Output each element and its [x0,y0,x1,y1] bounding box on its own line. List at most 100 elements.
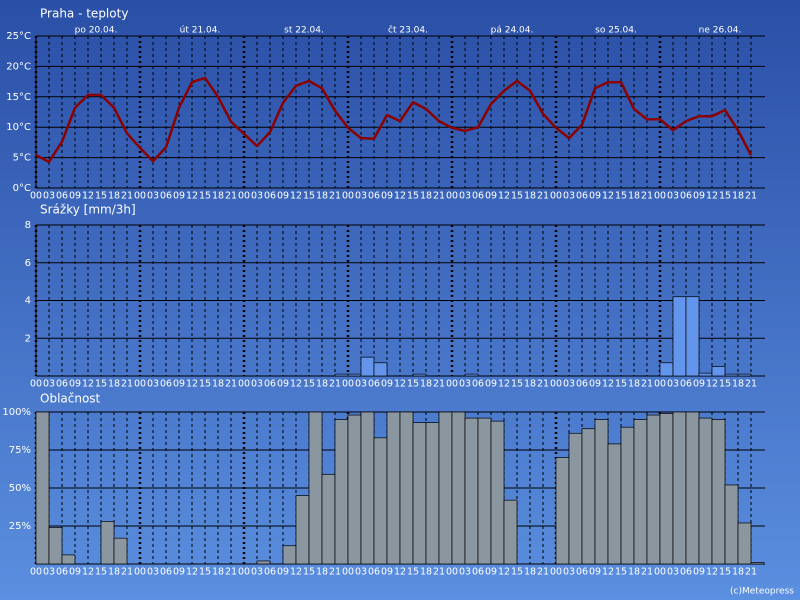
x-tick-label: 03 [147,191,159,202]
x-tick-label: 21 [225,191,237,202]
x-tick-label: 12 [186,567,198,578]
x-tick-label: 09 [277,191,289,202]
bar [737,522,752,565]
x-tick-label: 18 [316,379,328,390]
x-tick-label: 09 [381,379,393,390]
x-tick-label: 06 [472,379,484,390]
x-tick-label: 03 [251,567,263,578]
bar [594,419,609,565]
x-tick-label: 03 [667,379,679,390]
bar [256,560,271,565]
x-tick-label: 09 [277,379,289,390]
x-tick-label: 12 [498,379,510,390]
x-tick-label: 00 [238,191,250,202]
copyright: (c)Meteopress [730,587,794,597]
x-tick-label: 21 [225,379,237,390]
x-tick-label: 06 [56,567,68,578]
panel-title: Srážky [mm/3h] [40,203,136,217]
x-tick-label: 06 [264,379,276,390]
bar [659,362,674,377]
x-tick-label: 06 [56,379,68,390]
x-tick-label: 09 [381,191,393,202]
x-tick-label: 21 [641,379,653,390]
bar [724,373,739,377]
x-tick-label: 09 [485,191,497,202]
y-tick-label: 25% [9,521,31,532]
bar [334,419,349,565]
bar [477,417,492,565]
day-label: po 20.04. [75,26,118,36]
x-tick-label: 18 [732,567,744,578]
x-tick-label: 12 [706,191,718,202]
x-tick-label: 03 [563,567,575,578]
x-tick-label: 00 [446,567,458,578]
x-tick-label: 09 [589,379,601,390]
x-tick-label: 15 [303,567,315,578]
x-tick-label: 03 [667,191,679,202]
x-tick-label: 21 [121,379,133,390]
x-tick-label: 12 [706,379,718,390]
y-tick-label: 100% [2,407,31,418]
x-tick-label: 15 [719,191,731,202]
x-tick-label: 09 [173,191,185,202]
x-tick-label: 18 [524,379,536,390]
x-tick-label: 18 [420,567,432,578]
y-tick-label: 25°C [6,31,31,42]
day-label: út 21.04. [180,26,221,36]
bar [698,417,713,565]
bar [724,484,739,565]
y-tick-label: 4 [25,296,31,307]
x-tick-label: 06 [160,191,172,202]
x-tick-label: 03 [355,379,367,390]
bar [373,437,388,565]
x-tick-label: 21 [433,191,445,202]
x-tick-label: 12 [602,191,614,202]
bar [659,413,674,565]
x-tick-label: 21 [121,567,133,578]
x-tick-label: 06 [56,191,68,202]
x-tick-label: 03 [459,191,471,202]
x-tick-label: 21 [537,379,549,390]
x-tick-label: 09 [69,191,81,202]
x-tick-label: 15 [615,379,627,390]
x-tick-label: 15 [407,191,419,202]
x-tick-label: 12 [82,379,94,390]
x-tick-label: 21 [329,379,341,390]
bar [568,432,583,565]
y-tick-label: 20°C [6,61,31,72]
x-tick-label: 12 [602,567,614,578]
bar [347,373,362,377]
x-tick-label: 18 [316,191,328,202]
bar [347,414,362,565]
x-tick-label: 06 [472,567,484,578]
x-tick-label: 03 [43,567,55,578]
bar [35,411,50,565]
x-tick-label: 15 [95,379,107,390]
bar [334,373,349,377]
day-label: pá 24.04. [491,26,534,36]
x-tick-label: 15 [199,567,211,578]
x-tick-label: 15 [199,191,211,202]
x-tick-label: 03 [667,567,679,578]
x-tick-label: 09 [693,191,705,202]
bar [711,419,726,565]
x-tick-label: 00 [654,567,666,578]
x-tick-label: 00 [30,567,42,578]
x-tick-label: 12 [394,191,406,202]
panel-title: Praha - teploty [40,7,128,21]
x-tick-label: 15 [199,379,211,390]
x-tick-label: 09 [69,379,81,390]
x-tick-label: 06 [576,567,588,578]
bar [698,372,713,377]
bar [48,527,63,565]
x-tick-label: 03 [43,379,55,390]
bar [685,411,700,565]
x-tick-label: 18 [628,567,640,578]
x-tick-label: 18 [212,191,224,202]
x-tick-label: 09 [485,379,497,390]
x-tick-label: 18 [108,567,120,578]
x-tick-label: 21 [433,379,445,390]
x-tick-label: 00 [134,379,146,390]
bar [750,562,765,565]
x-tick-label: 12 [186,191,198,202]
